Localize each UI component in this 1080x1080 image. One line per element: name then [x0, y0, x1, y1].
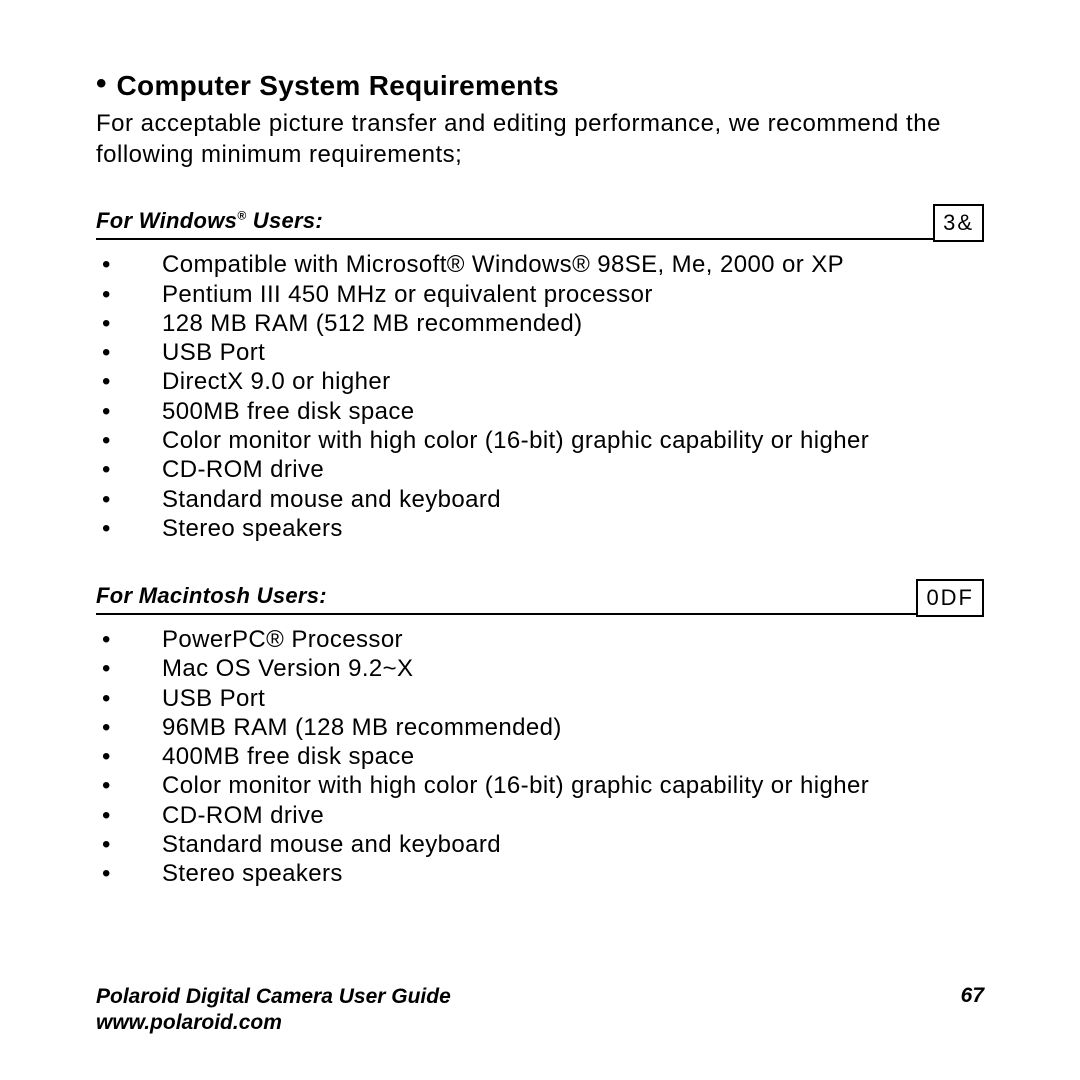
list-item: •96MB RAM (128 MB recommended) [96, 713, 984, 742]
list-item: •Mac OS Version 9.2~X [96, 654, 984, 683]
list-item: •Stereo speakers [96, 514, 984, 543]
bullet-icon: • [96, 830, 162, 859]
list-item-text: 96MB RAM (128 MB recommended) [162, 713, 984, 742]
list-item: •Compatible with Microsoft® Windows® 98S… [96, 250, 984, 279]
list-item: •Stereo speakers [96, 859, 984, 888]
bullet-icon: • [96, 309, 162, 338]
section-label-text: For Macintosh Users: [96, 583, 327, 608]
document-page: • Computer System Requirements For accep… [0, 0, 1080, 1080]
list-item-text: USB Port [162, 684, 984, 713]
footer-page-number: 67 [961, 984, 984, 1008]
list-item: •CD-ROM drive [96, 455, 984, 484]
list-item-text: 128 MB RAM (512 MB recommended) [162, 309, 984, 338]
list-item-text: Compatible with Microsoft® Windows® 98SE… [162, 250, 984, 279]
bullet-icon: • [96, 771, 162, 800]
bullet-icon: • [96, 426, 162, 455]
list-item-text: Stereo speakers [162, 859, 984, 888]
section-label-prefix: For Windows [96, 208, 237, 233]
bullet-icon: • [96, 338, 162, 367]
intro-paragraph: For acceptable picture transfer and edit… [96, 108, 984, 170]
list-item: •Standard mouse and keyboard [96, 830, 984, 859]
bullet-icon: • [96, 713, 162, 742]
bullet-icon: • [96, 801, 162, 830]
list-item: •CD-ROM drive [96, 801, 984, 830]
list-item: •USB Port [96, 684, 984, 713]
title-bullet-icon: • [96, 69, 107, 99]
list-item: •Color monitor with high color (16-bit) … [96, 771, 984, 800]
list-item: •PowerPC® Processor [96, 625, 984, 654]
list-item-text: Stereo speakers [162, 514, 984, 543]
bullet-icon: • [96, 455, 162, 484]
section-header-mac: For Macintosh Users: 0DF [96, 573, 984, 615]
bullet-icon: • [96, 654, 162, 683]
list-item-text: Standard mouse and keyboard [162, 830, 984, 859]
list-item-text: Mac OS Version 9.2~X [162, 654, 984, 683]
list-item-text: PowerPC® Processor [162, 625, 984, 654]
list-item: •DirectX 9.0 or higher [96, 367, 984, 396]
bullet-icon: • [96, 742, 162, 771]
bullet-icon: • [96, 397, 162, 426]
list-item: •128 MB RAM (512 MB recommended) [96, 309, 984, 338]
bullet-icon: • [96, 625, 162, 654]
section-label-suffix: Users: [246, 208, 323, 233]
footer-guide-title: Polaroid Digital Camera User Guide [96, 984, 451, 1010]
list-item-text: CD-ROM drive [162, 801, 984, 830]
badge-mac: 0DF [916, 579, 984, 617]
list-item-text: 400MB free disk space [162, 742, 984, 771]
page-title-row: • Computer System Requirements [96, 70, 984, 102]
list-item: •Standard mouse and keyboard [96, 485, 984, 514]
page-title: Computer System Requirements [117, 70, 560, 102]
list-item-text: USB Port [162, 338, 984, 367]
bullet-icon: • [96, 367, 162, 396]
list-item-text: Pentium III 450 MHz or equivalent proces… [162, 280, 984, 309]
list-item: •Color monitor with high color (16-bit) … [96, 426, 984, 455]
section-header-windows: For Windows® Users: 3& [96, 198, 984, 240]
registered-mark-icon: ® [237, 209, 246, 223]
list-item: •USB Port [96, 338, 984, 367]
list-item-text: DirectX 9.0 or higher [162, 367, 984, 396]
page-footer: Polaroid Digital Camera User Guide www.p… [96, 984, 984, 1037]
requirements-list-windows: •Compatible with Microsoft® Windows® 98S… [96, 250, 984, 543]
badge-windows: 3& [933, 204, 984, 242]
list-item-text: Color monitor with high color (16-bit) g… [162, 426, 984, 455]
bullet-icon: • [96, 859, 162, 888]
footer-left: Polaroid Digital Camera User Guide www.p… [96, 984, 451, 1037]
list-item-text: Color monitor with high color (16-bit) g… [162, 771, 984, 800]
list-item-text: CD-ROM drive [162, 455, 984, 484]
list-item-text: 500MB free disk space [162, 397, 984, 426]
bullet-icon: • [96, 684, 162, 713]
footer-url: www.polaroid.com [96, 1010, 451, 1036]
bullet-icon: • [96, 514, 162, 543]
bullet-icon: • [96, 280, 162, 309]
list-item: •500MB free disk space [96, 397, 984, 426]
section-label-mac: For Macintosh Users: [96, 583, 327, 609]
list-item-text: Standard mouse and keyboard [162, 485, 984, 514]
requirements-list-mac: •PowerPC® Processor•Mac OS Version 9.2~X… [96, 625, 984, 888]
list-item: •400MB free disk space [96, 742, 984, 771]
bullet-icon: • [96, 485, 162, 514]
bullet-icon: • [96, 250, 162, 279]
section-label-windows: For Windows® Users: [96, 208, 323, 234]
list-item: •Pentium III 450 MHz or equivalent proce… [96, 280, 984, 309]
